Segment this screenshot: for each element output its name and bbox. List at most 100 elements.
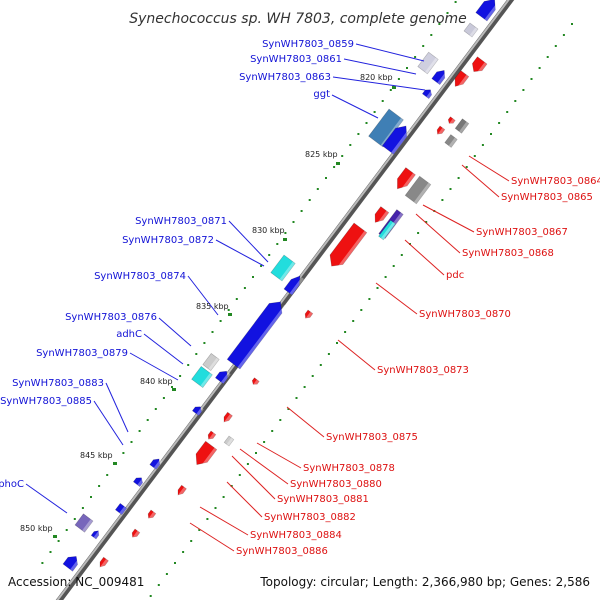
gene-label-forward[interactable]: SynWH7803_0874 xyxy=(94,271,186,282)
gene-forward xyxy=(132,477,145,488)
leader-line xyxy=(189,522,235,552)
gene-label-reverse[interactable]: SynWH7803_0882 xyxy=(264,512,356,523)
gene-label-forward[interactable]: SynWH7803_0872 xyxy=(122,235,214,246)
track-dot xyxy=(219,320,222,322)
gene-reverse-shine xyxy=(380,222,396,240)
gene-forward xyxy=(114,502,128,516)
gene-forward-shine xyxy=(391,128,412,155)
track-dot xyxy=(182,551,185,553)
gene-label-forward[interactable]: SynWH7803_0883 xyxy=(12,378,104,389)
track-dot xyxy=(287,408,290,410)
gene-forward-shape xyxy=(90,530,100,540)
gene-label-reverse[interactable]: SynWH7803_0875 xyxy=(326,432,418,443)
leader-line xyxy=(331,94,379,119)
gene-forward-shine xyxy=(93,530,101,539)
leader-line xyxy=(343,58,417,75)
gene-reverse xyxy=(397,167,416,193)
gene-label-forward[interactable]: adhC xyxy=(116,329,142,340)
track-dot xyxy=(365,122,368,124)
gene-label-reverse[interactable]: SynWH7803_0867 xyxy=(476,227,568,238)
gene-forward-shine xyxy=(426,90,434,99)
track-dot xyxy=(333,166,336,168)
gene-forward-shape xyxy=(283,275,301,296)
track-dot xyxy=(406,67,408,69)
track-dot xyxy=(284,232,287,234)
gene-label-forward[interactable]: SynWH7803_0861 xyxy=(250,54,342,65)
gene-forward-shape xyxy=(149,458,161,470)
gene-label-forward[interactable]: SynWH7803_0876 xyxy=(65,312,157,323)
track-dot xyxy=(349,144,352,146)
gene-reverse-shine xyxy=(177,487,187,497)
gene-forward-shine xyxy=(82,519,94,533)
gene-label-reverse[interactable]: SynWH7803_0870 xyxy=(419,309,511,320)
accession-text: Accession: NC_009481 xyxy=(8,575,144,589)
kbp-label: 830 kbp xyxy=(252,226,285,235)
track-dot xyxy=(538,67,541,69)
leader-line xyxy=(332,76,426,91)
gene-forward-shape xyxy=(475,0,496,22)
gene-reverse-shape xyxy=(195,440,218,465)
track-dot xyxy=(325,177,327,179)
track-dot xyxy=(473,155,476,157)
gene-label-reverse[interactable]: SynWH7803_0865 xyxy=(501,192,593,203)
track-dot xyxy=(457,177,460,179)
leader-line xyxy=(143,333,184,365)
gene-label-reverse[interactable]: SynWH7803_0878 xyxy=(303,463,395,474)
track-dot xyxy=(276,243,279,245)
gene-label-reverse[interactable]: SynWH7803_0886 xyxy=(236,546,328,557)
track-dot xyxy=(506,111,509,113)
gene-forward xyxy=(381,125,412,155)
gene-forward xyxy=(191,406,204,417)
leader-line xyxy=(231,455,276,500)
track-dot xyxy=(238,474,241,476)
gene-label-reverse[interactable]: SynWH7803_0873 xyxy=(377,365,469,376)
gene-label-forward[interactable]: SynWH7803_0879 xyxy=(36,348,128,359)
track-dot xyxy=(311,375,314,377)
track-dot xyxy=(397,78,400,80)
track-dot xyxy=(174,562,176,564)
gene-reverse xyxy=(447,116,456,126)
track-dot xyxy=(203,342,206,344)
track-dot xyxy=(384,276,387,278)
gene-label-reverse[interactable]: SynWH7803_0884 xyxy=(250,530,342,541)
gene-reverse-shine xyxy=(399,173,416,193)
gene-reverse xyxy=(454,70,470,90)
gene-forward-shape xyxy=(62,556,78,572)
gene-reverse xyxy=(329,222,368,271)
gene-reverse xyxy=(454,118,470,134)
gene-label-reverse[interactable]: SynWH7803_0881 xyxy=(277,494,369,505)
gene-reverse-shine xyxy=(437,127,445,136)
gene-reverse-shape xyxy=(454,118,470,134)
gene-label-reverse[interactable]: SynWH7803_0864 xyxy=(511,176,600,187)
track-dot xyxy=(171,386,173,388)
gene-forward-shape xyxy=(202,352,220,372)
track-dot xyxy=(206,518,209,520)
gene-forward xyxy=(202,352,220,372)
gene-label-reverse[interactable]: SynWH7803_0880 xyxy=(290,479,382,490)
gene-forward-shine xyxy=(153,459,163,470)
gene-forward-shine xyxy=(437,71,449,85)
gene-reverse xyxy=(177,484,187,497)
gene-label-forward[interactable]: SynWH7803_0871 xyxy=(135,216,227,227)
track-dot xyxy=(122,452,125,454)
gene-label-forward[interactable]: ggt xyxy=(313,89,330,100)
track-dot xyxy=(454,1,457,3)
gene-label-reverse[interactable]: SynWH7803_0868 xyxy=(462,248,554,259)
gene-label-forward[interactable]: phoC xyxy=(0,479,24,490)
leader-line xyxy=(461,164,500,198)
gene-label-forward[interactable]: SynWH7803_0859 xyxy=(262,39,354,50)
leader-line xyxy=(226,481,263,518)
track-dot xyxy=(146,419,149,421)
gene-reverse-shape xyxy=(147,509,157,519)
kbp-label: 835 kbp xyxy=(196,302,229,311)
track-dot xyxy=(98,485,101,487)
gene-label-reverse[interactable]: pdc xyxy=(446,270,464,281)
gene-reverse-shine xyxy=(456,74,469,90)
gene-label-forward[interactable]: SynWH7803_0863 xyxy=(239,72,331,83)
gene-forward xyxy=(417,51,439,75)
kbp-ticks xyxy=(53,86,396,538)
gene-label-forward[interactable]: SynWH7803_0885 xyxy=(0,396,92,407)
leader-line xyxy=(25,483,68,514)
gene-reverse-shine xyxy=(199,447,217,469)
